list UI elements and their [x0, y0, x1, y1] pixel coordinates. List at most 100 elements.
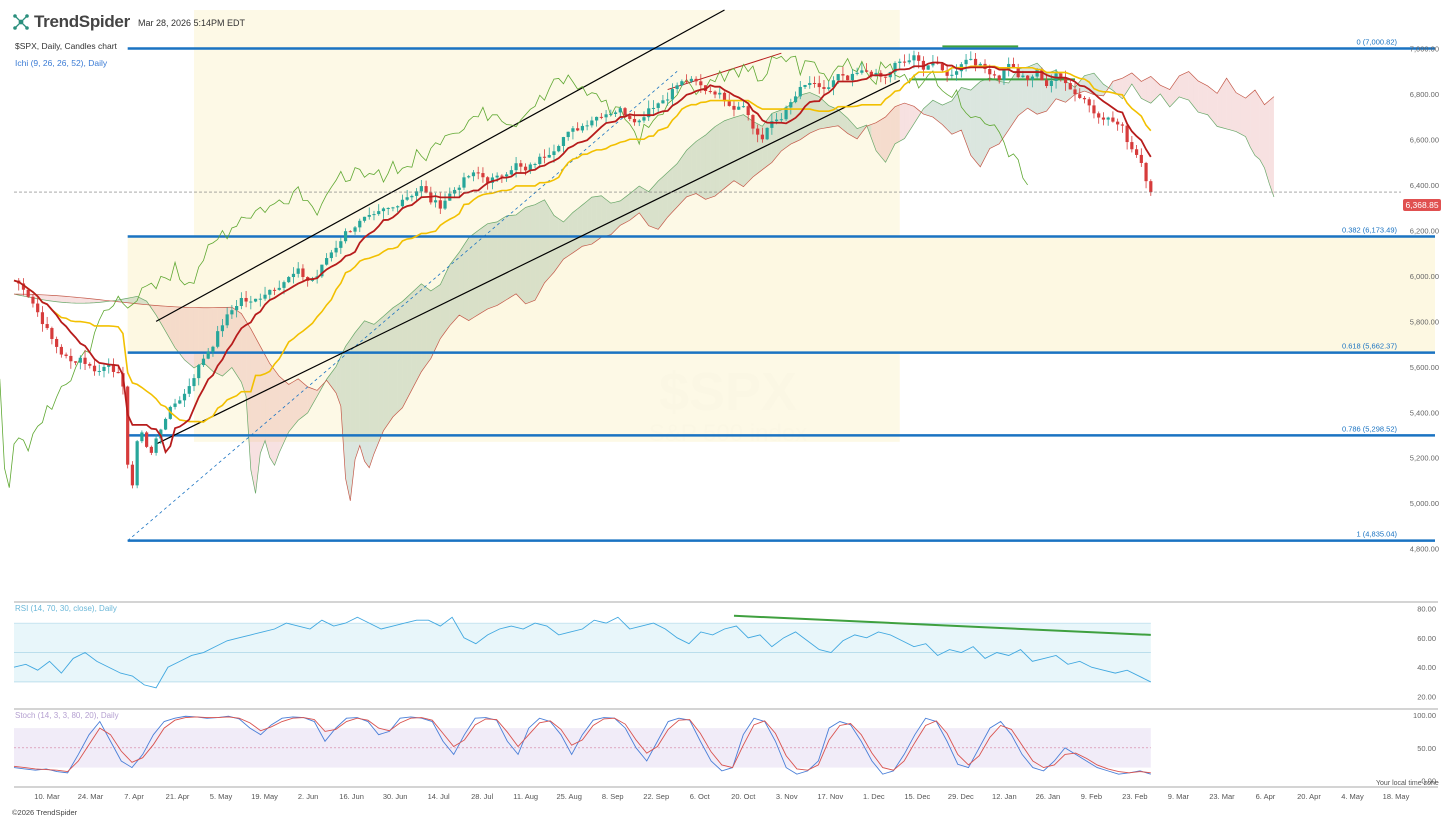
x-tick-label: 10. Mar — [34, 792, 60, 801]
candle-body — [969, 58, 973, 60]
rsi-y-tick: 60.00 — [1417, 634, 1436, 643]
candle-body — [424, 186, 428, 193]
candle-body — [272, 289, 277, 291]
candle-body — [1002, 69, 1006, 81]
candle-body — [893, 62, 897, 73]
ichimoku-cloud-segment — [686, 145, 692, 197]
candle-body — [670, 89, 674, 100]
candle-body — [36, 303, 40, 313]
x-tick-label: 15. Dec — [904, 792, 930, 801]
candle-body — [732, 105, 736, 110]
candle-body — [945, 70, 949, 76]
ichimoku-cloud-segment — [847, 118, 853, 137]
ichimoku-cloud-segment — [842, 113, 848, 134]
candle-body — [26, 289, 30, 297]
candle-body — [846, 75, 850, 81]
fib-zone-upper — [193, 10, 900, 442]
x-tick-label: 8. Sep — [602, 792, 624, 801]
ichimoku-cloud-segment — [951, 94, 957, 135]
candle-body — [514, 163, 518, 171]
candle-body — [220, 325, 225, 332]
x-tick-label: 14. Jul — [428, 792, 450, 801]
y-tick-label: 6,200.00 — [1410, 226, 1439, 235]
ichimoku-cloud-segment — [516, 211, 521, 299]
candle-body — [1078, 94, 1082, 98]
ichimoku-cloud-segment — [378, 316, 384, 443]
channel-lower-line — [155, 79, 901, 445]
candle-body — [808, 82, 812, 86]
ichimoku-cloud-segment — [497, 218, 502, 306]
ichimoku-cloud-segment — [582, 201, 588, 247]
x-tick-label: 1. Dec — [863, 792, 885, 801]
chart-subtitle: $SPX, Daily, Candles chart — [15, 41, 117, 51]
candle-body — [282, 282, 286, 288]
ichimoku-cloud-segment — [364, 320, 370, 468]
candle-body — [486, 177, 490, 183]
candle-body — [216, 331, 220, 347]
candle-body — [883, 76, 888, 78]
rsi-y-tick: 80.00 — [1417, 604, 1436, 613]
ichimoku-cloud-segment — [923, 104, 929, 116]
ichimoku-cloud-segment — [677, 156, 682, 207]
stoch-indicator-label[interactable]: Stoch (14, 3, 3, 80, 20), Daily — [15, 711, 119, 720]
candle-body — [841, 74, 845, 76]
ichimoku-cloud-segment — [70, 296, 76, 304]
candle-body — [111, 364, 116, 372]
candle-body — [1144, 162, 1148, 182]
candle-body — [296, 268, 300, 274]
x-tick-label: 4. May — [1341, 792, 1364, 801]
ichimoku-cloud-segment — [326, 372, 332, 387]
ichimoku-cloud-segment — [61, 296, 67, 303]
ichimoku-cloud-segment — [255, 337, 261, 494]
ichimoku-cloud-segment — [643, 188, 649, 226]
candle-body — [192, 378, 196, 387]
ichimoku-cloud-segment — [355, 326, 360, 460]
candle-body — [746, 106, 750, 116]
candle-body — [528, 164, 532, 171]
ichimoku-cloud-segment — [449, 258, 455, 326]
ichimoku-cloud-segment — [814, 94, 820, 132]
ichimoku-cloud-segment — [601, 195, 607, 238]
candle-body — [31, 296, 35, 304]
ichimoku-cloud-segment — [568, 212, 573, 256]
ichimoku-cloud-segment — [340, 346, 346, 479]
candle-body — [1073, 89, 1077, 95]
ichimoku-cloud-segment — [828, 105, 834, 128]
candle-body — [367, 214, 371, 217]
y-tick-label: 5,200.00 — [1410, 454, 1439, 463]
ichimoku-indicator-label[interactable]: Ichi (9, 26, 26, 52), Daily — [15, 58, 108, 68]
candle-body — [538, 156, 542, 164]
candle-body — [107, 364, 111, 367]
ichimoku-cloud-segment — [212, 307, 218, 374]
ichimoku-cloud-segment — [85, 298, 90, 304]
ichimoku-cloud-segment — [871, 122, 877, 151]
ichimoku-cloud-segment — [373, 320, 379, 454]
spider-icon — [13, 14, 29, 30]
y-tick-label: 7,000.00 — [1410, 45, 1439, 54]
candle-body — [789, 102, 793, 108]
candle-body — [21, 283, 26, 290]
rsi-indicator-label[interactable]: RSI (14, 70, 30, close), Daily — [15, 604, 117, 613]
candle-body — [1106, 117, 1110, 120]
candle-body — [50, 328, 54, 339]
ichimoku-cloud-segment — [293, 378, 299, 427]
candle-body — [850, 73, 854, 81]
kijun-sen — [13, 65, 1152, 423]
ichimoku-cloud-segment — [189, 307, 194, 368]
ichimoku-cloud-segment — [217, 307, 223, 377]
candle-body — [329, 252, 333, 259]
ichimoku-cloud-segment — [440, 274, 446, 339]
ichimoku-cloud-segment — [416, 283, 422, 381]
candle-body — [64, 354, 68, 356]
candle-body — [992, 74, 997, 76]
ichimoku-cloud-segment — [80, 297, 86, 304]
candle-body — [1011, 63, 1016, 68]
candle-body — [1021, 75, 1025, 78]
fib-diagonal — [127, 71, 678, 541]
ichimoku-cloud-segment — [696, 138, 701, 197]
ichimoku-cloud-segment — [1250, 90, 1256, 156]
candle-body — [1040, 69, 1044, 81]
x-tick-label: 20. Apr — [1297, 792, 1321, 801]
